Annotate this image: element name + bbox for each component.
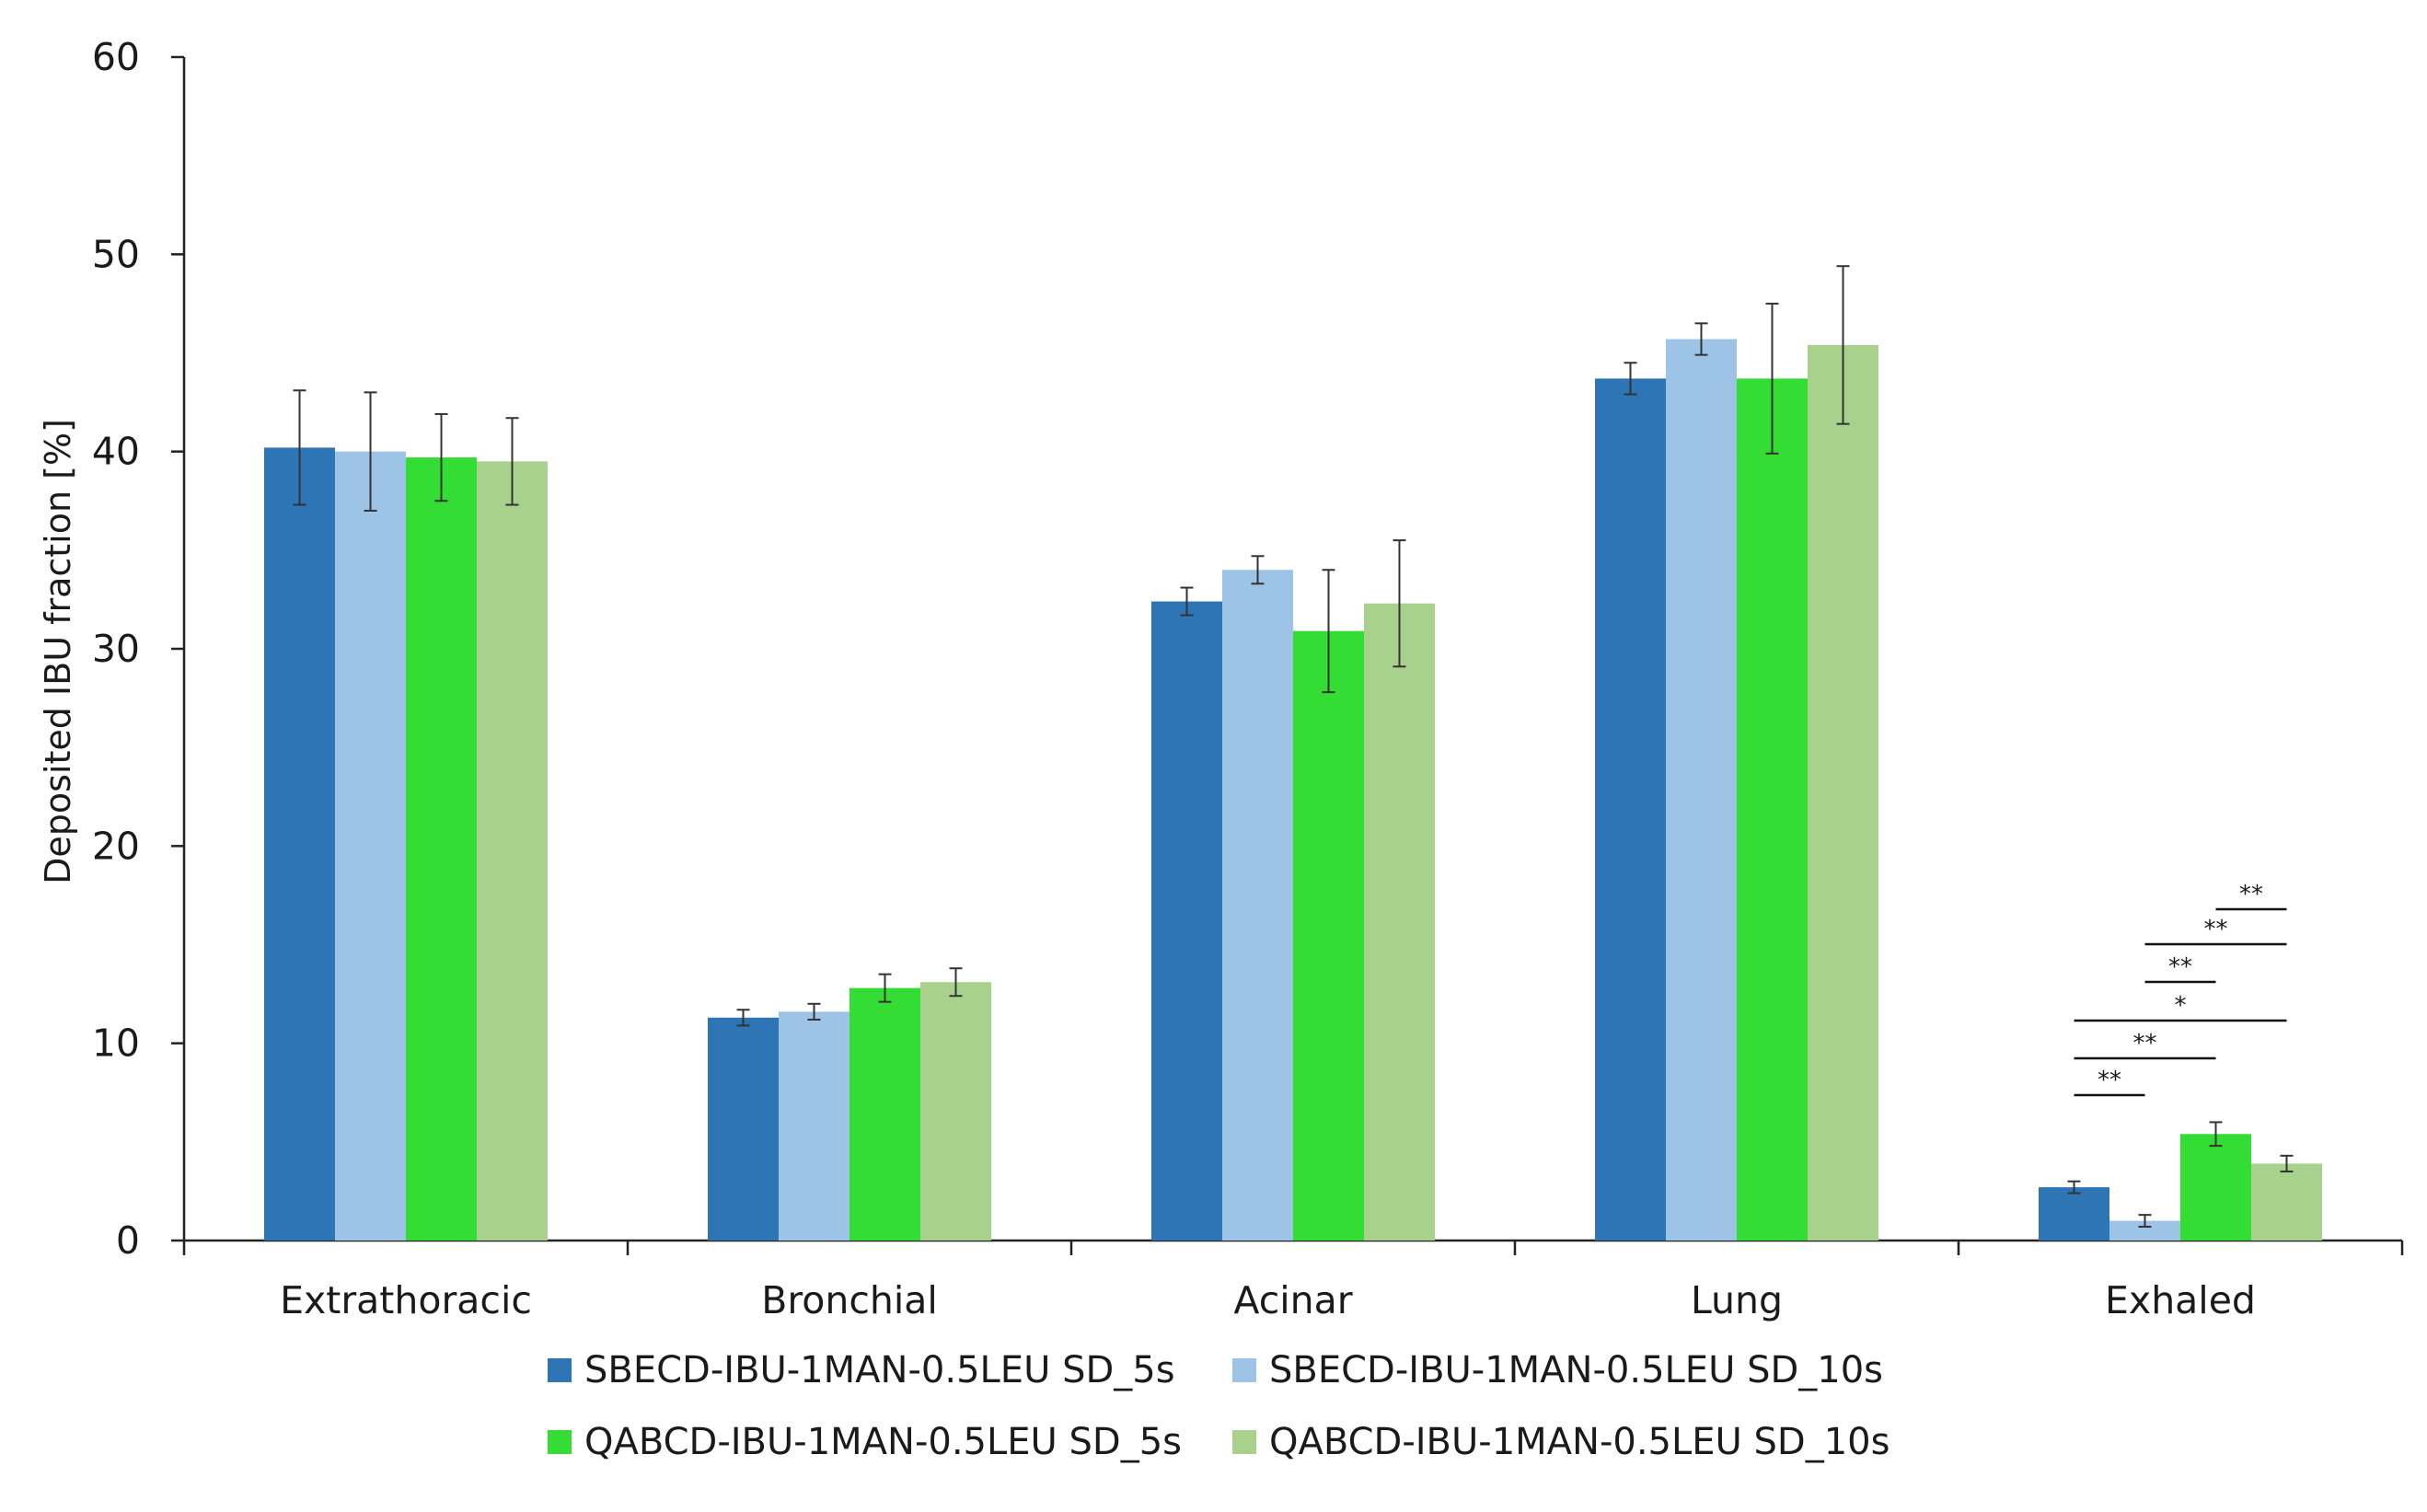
significance-label: * [2175, 992, 2187, 1020]
category-label: Acinar [1233, 1278, 1352, 1322]
legend-label: QABCD-IBU-1MAN-0.5LEU SD_5s [584, 1421, 1182, 1463]
y-tick-label: 60 [92, 35, 140, 79]
legend-label: SBECD-IBU-1MAN-0.5LEU SD_10s [1269, 1349, 1883, 1391]
bar [2039, 1187, 2109, 1241]
y-ticks: 0 10 20 30 40 50 60 [92, 35, 184, 1263]
bar [1364, 603, 1435, 1241]
significance-label: ** [2168, 953, 2192, 981]
bar [1595, 378, 1666, 1241]
significance-label: ** [2204, 916, 2228, 943]
bar [1666, 339, 1737, 1241]
significance-label: ** [2239, 881, 2263, 908]
bars [264, 339, 2322, 1241]
bar [849, 987, 920, 1241]
bar [1808, 344, 1878, 1241]
x-ticks: Extrathoracic Bronchial Acinar Lung Exhaled [182, 1241, 2404, 1322]
bar [2251, 1163, 2322, 1241]
category-label: Lung [1691, 1278, 1783, 1322]
y-tick-label: 20 [92, 824, 140, 868]
legend-label: QABCD-IBU-1MAN-0.5LEU SD_10s [1269, 1421, 1890, 1463]
y-tick-label: 0 [116, 1218, 140, 1263]
legend-swatch [1232, 1358, 1256, 1382]
bar [2109, 1220, 2180, 1241]
bar [1151, 601, 1222, 1241]
legend: SBECD-IBU-1MAN-0.5LEU SD_5s SBECD-IBU-1MA… [548, 1349, 1890, 1463]
bar [335, 451, 406, 1241]
significance-label: ** [2133, 1030, 2157, 1057]
bar [920, 982, 991, 1241]
error-bars [293, 265, 2294, 1228]
bar [1222, 570, 1293, 1241]
category-label: Exhaled [2105, 1278, 2256, 1322]
significance-label: ** [2098, 1067, 2121, 1094]
significance-brackets: *********** [2074, 881, 2287, 1097]
category-label: Extrathoracic [280, 1278, 532, 1322]
legend-swatch [548, 1430, 572, 1454]
bar [708, 1017, 779, 1241]
y-axis-title: Deposited IBU fraction [%] [38, 419, 78, 884]
y-tick-label: 30 [92, 627, 140, 671]
legend-label: SBECD-IBU-1MAN-0.5LEU SD_5s [584, 1349, 1175, 1391]
bar [2180, 1134, 2251, 1241]
y-tick-label: 40 [92, 430, 140, 474]
bar [264, 447, 335, 1241]
legend-swatch [548, 1358, 572, 1382]
bar [406, 457, 477, 1241]
legend-swatch [1232, 1430, 1256, 1454]
bar [477, 461, 548, 1241]
y-tick-label: 50 [92, 232, 140, 276]
category-label: Bronchial [761, 1278, 938, 1322]
bar [1737, 378, 1808, 1241]
bar [779, 1011, 849, 1241]
y-tick-label: 10 [92, 1021, 140, 1066]
bar [1293, 630, 1364, 1241]
